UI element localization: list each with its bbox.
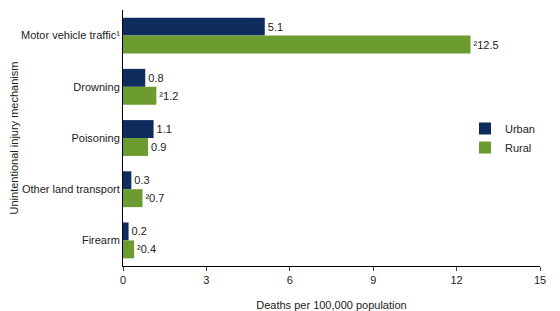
svg-text:12: 12 <box>450 274 462 286</box>
svg-text:5.1: 5.1 <box>268 21 283 33</box>
svg-text:3: 3 <box>203 274 209 286</box>
svg-text:²1.2: ²1.2 <box>159 90 178 102</box>
svg-text:²0.7: ²0.7 <box>145 192 164 204</box>
svg-text:Firearm: Firearm <box>82 234 120 246</box>
svg-text:Rural: Rural <box>505 142 531 154</box>
svg-text:Urban: Urban <box>505 123 535 135</box>
svg-text:0.8: 0.8 <box>148 72 163 84</box>
svg-text:Unintentional injury mechanism: Unintentional injury mechanism <box>8 62 20 215</box>
svg-text:0: 0 <box>120 274 126 286</box>
svg-text:²12.5: ²12.5 <box>474 39 499 51</box>
svg-text:Deaths per 100,000 population: Deaths per 100,000 population <box>256 299 406 311</box>
svg-text:Drowning: Drowning <box>73 81 119 93</box>
svg-text:1.1: 1.1 <box>157 123 172 135</box>
svg-text:0.3: 0.3 <box>134 174 149 186</box>
svg-text:15: 15 <box>534 274 546 286</box>
svg-text:²0.4: ²0.4 <box>137 243 156 255</box>
svg-text:0.9: 0.9 <box>151 141 166 153</box>
svg-text:Motor vehicle traffic¹: Motor vehicle traffic¹ <box>21 29 120 41</box>
svg-text:6: 6 <box>287 274 293 286</box>
svg-text:9: 9 <box>370 274 376 286</box>
svg-text:Other land transport: Other land transport <box>22 183 120 195</box>
svg-text:Poisoning: Poisoning <box>71 132 119 144</box>
svg-text:0.2: 0.2 <box>132 225 147 237</box>
